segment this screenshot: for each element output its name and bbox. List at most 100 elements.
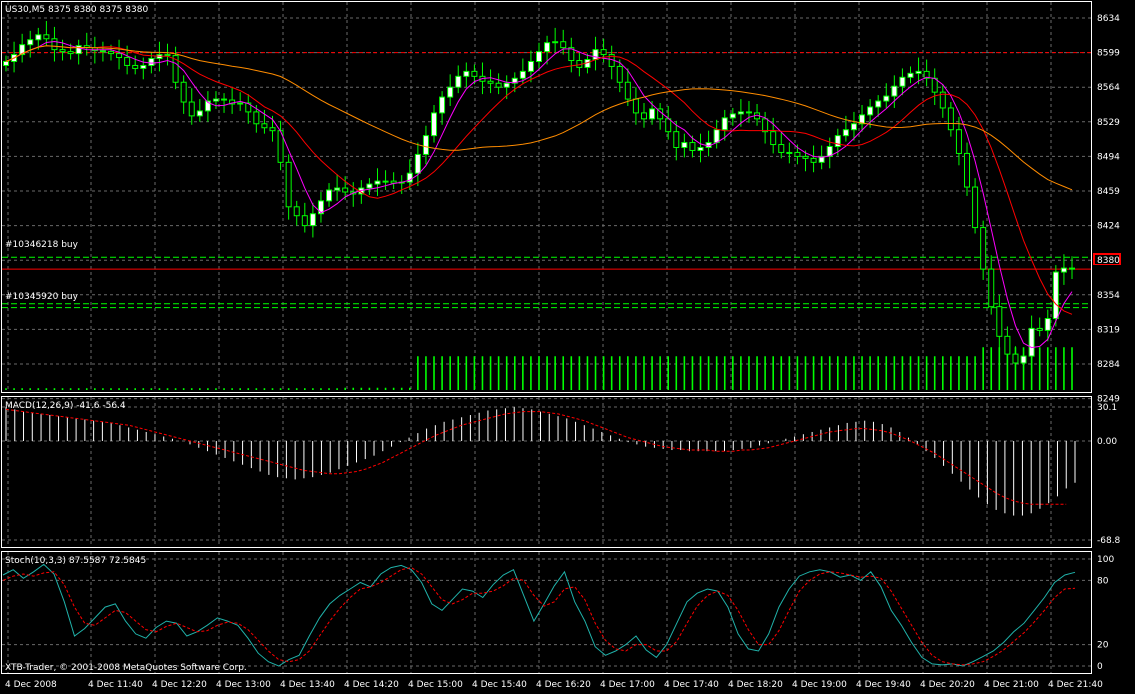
candle-body bbox=[552, 41, 559, 44]
price-tick-label: 8529 bbox=[1097, 118, 1120, 128]
candle-body bbox=[721, 117, 728, 131]
candle-body bbox=[495, 82, 502, 88]
time-tick-label: 4 Dec 14:20 bbox=[344, 680, 399, 690]
price-tick-label: 8284 bbox=[1097, 360, 1120, 370]
candle-body bbox=[366, 183, 373, 189]
price-tick-label: 8564 bbox=[1097, 83, 1120, 93]
order-label-2[interactable]: #10345920 buy bbox=[5, 292, 79, 302]
price-tick-label: 8424 bbox=[1097, 222, 1120, 232]
candle-body bbox=[883, 95, 890, 102]
stoch-signal-line bbox=[2, 567, 1076, 666]
time-tick-label: 4 Dec 21:40 bbox=[1048, 680, 1103, 690]
candle-body bbox=[124, 57, 131, 66]
candle-body bbox=[729, 113, 736, 119]
candle-body bbox=[544, 42, 551, 53]
candlesticks[interactable] bbox=[3, 20, 1075, 375]
grid-lines bbox=[2, 2, 1091, 673]
candle-body bbox=[875, 100, 882, 108]
candle-body bbox=[463, 70, 470, 77]
candle-body bbox=[447, 86, 454, 98]
candle-body bbox=[996, 306, 1003, 337]
time-tick-label: 4 Dec 11:40 bbox=[88, 680, 143, 690]
candle-body bbox=[592, 49, 599, 61]
candle-body bbox=[285, 161, 292, 208]
time-tick-label: 4 Dec 19:00 bbox=[792, 680, 847, 690]
candle-body bbox=[665, 118, 672, 133]
candle-body bbox=[51, 38, 58, 51]
candle-body bbox=[859, 114, 866, 125]
candle-body bbox=[737, 111, 744, 115]
candle-body bbox=[132, 64, 139, 69]
time-tick-label: 4 Dec 13:40 bbox=[280, 680, 335, 690]
candle-body bbox=[326, 189, 333, 202]
stoch-tick-label: 20 bbox=[1097, 641, 1109, 651]
candle-body bbox=[1036, 327, 1043, 331]
stoch-tick-label: 80 bbox=[1097, 576, 1109, 586]
time-tick-label: 4 Dec 17:00 bbox=[600, 680, 655, 690]
price-panel-border bbox=[1, 1, 1092, 393]
candle-body bbox=[431, 112, 438, 137]
candle-body bbox=[794, 151, 801, 157]
time-tick-label: 4 Dec 15:40 bbox=[472, 680, 527, 690]
price-tick-label: 8599 bbox=[1097, 49, 1120, 59]
macd-tick-label: 0.00 bbox=[1097, 437, 1117, 447]
candle-body bbox=[972, 186, 979, 229]
current-price-label: 8380 bbox=[1097, 256, 1120, 266]
candle-body bbox=[649, 108, 656, 120]
time-tick-label: 4 Dec 19:40 bbox=[856, 680, 911, 690]
macd-tick-label: -68.8 bbox=[1097, 536, 1121, 546]
candle-body bbox=[1004, 335, 1011, 355]
candle-body bbox=[536, 51, 542, 62]
macd-indicator bbox=[5, 407, 1076, 516]
candle-body bbox=[245, 102, 252, 113]
axis-labels: 8634859985648529849484598424838983548319… bbox=[5, 14, 1121, 690]
time-tick-label: 4 Dec 17:40 bbox=[664, 680, 719, 690]
candle-body bbox=[309, 213, 316, 227]
candle-body bbox=[1028, 327, 1035, 357]
candle-body bbox=[59, 49, 66, 53]
candle-body bbox=[697, 147, 704, 151]
time-tick-label: 4 Dec 15:00 bbox=[408, 680, 463, 690]
candle-body bbox=[107, 51, 114, 55]
candle-body bbox=[511, 77, 518, 84]
price-tick-label: 8249 bbox=[1097, 395, 1120, 405]
candle-body bbox=[899, 76, 906, 87]
macd-panel-border bbox=[1, 396, 1092, 548]
candle-body bbox=[1060, 267, 1067, 273]
candle-body bbox=[164, 54, 171, 57]
price-tick-label: 8494 bbox=[1097, 152, 1120, 162]
current-price-tag-inner bbox=[1095, 255, 1119, 264]
candle-body bbox=[778, 144, 785, 153]
candle-body bbox=[439, 96, 446, 114]
candle-body bbox=[503, 82, 510, 88]
candle-body bbox=[947, 107, 954, 131]
price-tick-label: 8354 bbox=[1097, 291, 1120, 301]
candle-body bbox=[172, 55, 179, 83]
candle-body bbox=[568, 47, 575, 62]
candle-body bbox=[681, 142, 688, 149]
candle-body bbox=[1069, 267, 1075, 270]
order-label-1[interactable]: #10346218 buy bbox=[5, 240, 79, 250]
candle-body bbox=[955, 129, 962, 154]
candle-body bbox=[786, 151, 793, 154]
candle-body bbox=[980, 227, 987, 270]
candle-body bbox=[842, 129, 849, 137]
candle-body bbox=[487, 80, 494, 84]
macd-panel-title: MACD(12,26,9) -41.6 -56.4 bbox=[5, 401, 126, 411]
candle-body bbox=[519, 70, 526, 79]
candle-body bbox=[19, 44, 26, 56]
candle-body bbox=[632, 98, 639, 114]
candle-body bbox=[1020, 355, 1027, 364]
candle-body bbox=[99, 50, 106, 53]
candle-body bbox=[334, 187, 341, 191]
candle-body bbox=[939, 91, 946, 109]
candle-body bbox=[770, 131, 777, 146]
candle-body bbox=[810, 157, 817, 163]
candle-body bbox=[27, 39, 34, 46]
candle-body bbox=[237, 102, 244, 105]
candle-body bbox=[75, 45, 82, 55]
candle-body bbox=[148, 58, 155, 66]
candle-body bbox=[689, 142, 696, 151]
candle-body bbox=[180, 81, 187, 103]
